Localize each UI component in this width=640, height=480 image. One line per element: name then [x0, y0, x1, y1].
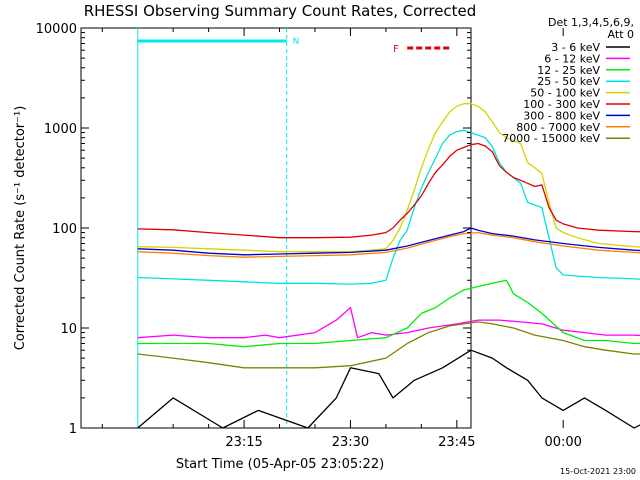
x-tick-label: 23:45 — [438, 435, 475, 450]
legend-label: 800 - 7000 keV — [516, 121, 600, 134]
legend-label: 3 - 6 keV — [551, 41, 600, 54]
y-tick-label: 10000 — [36, 22, 77, 37]
series-layer — [137, 103, 640, 429]
legend-label: 25 - 50 keV — [537, 75, 600, 88]
series-line-1 — [137, 306, 640, 339]
legend-label: 6 - 12 keV — [544, 52, 600, 65]
x-axis-label: Start Time (05-Apr-05 23:05:22) — [176, 457, 384, 472]
legend-label: 100 - 300 keV — [523, 98, 600, 111]
night-marker: N — [293, 37, 300, 47]
x-tick-label: 23:30 — [332, 435, 369, 450]
series-line-0 — [137, 349, 640, 429]
x-tick-label: 23:15 — [225, 435, 262, 450]
flare-marker: F — [393, 44, 399, 55]
y-tick-label: 1 — [69, 422, 77, 437]
x-tick-label: 00:00 — [544, 435, 581, 450]
series-line-3 — [137, 129, 640, 285]
series-line-5 — [137, 142, 640, 239]
legend-label: 12 - 25 keV — [537, 64, 600, 77]
legend-label: 7000 - 15000 keV — [502, 132, 600, 145]
series-line-7 — [137, 231, 640, 258]
orbit-annotations: NF — [137, 28, 450, 428]
series-line-2 — [137, 279, 640, 348]
legend-label: 300 - 800 keV — [523, 109, 600, 122]
series-line-4 — [137, 103, 640, 253]
axes: 11010010001000023:1523:3023:4500:0000:15… — [36, 22, 582, 450]
footer-timestamp: 15-Oct-2021 23:00 — [560, 467, 636, 476]
y-tick-label: 1000 — [44, 122, 77, 137]
legend-label: 50 - 100 keV — [530, 87, 600, 100]
attenuator-label: Att 0 — [608, 28, 634, 41]
series-line-6 — [137, 227, 640, 256]
series-line-8 — [137, 321, 640, 369]
y-tick-label: 10 — [60, 322, 77, 337]
y-tick-label: 100 — [52, 222, 77, 237]
detector-label: Det 1,3,4,5,6,9, — [548, 16, 634, 29]
chart-title: RHESSI Observing Summary Count Rates, Co… — [84, 2, 477, 20]
y-axis-label: Corrected Count Rate (s⁻¹ detector⁻¹) — [13, 106, 28, 351]
